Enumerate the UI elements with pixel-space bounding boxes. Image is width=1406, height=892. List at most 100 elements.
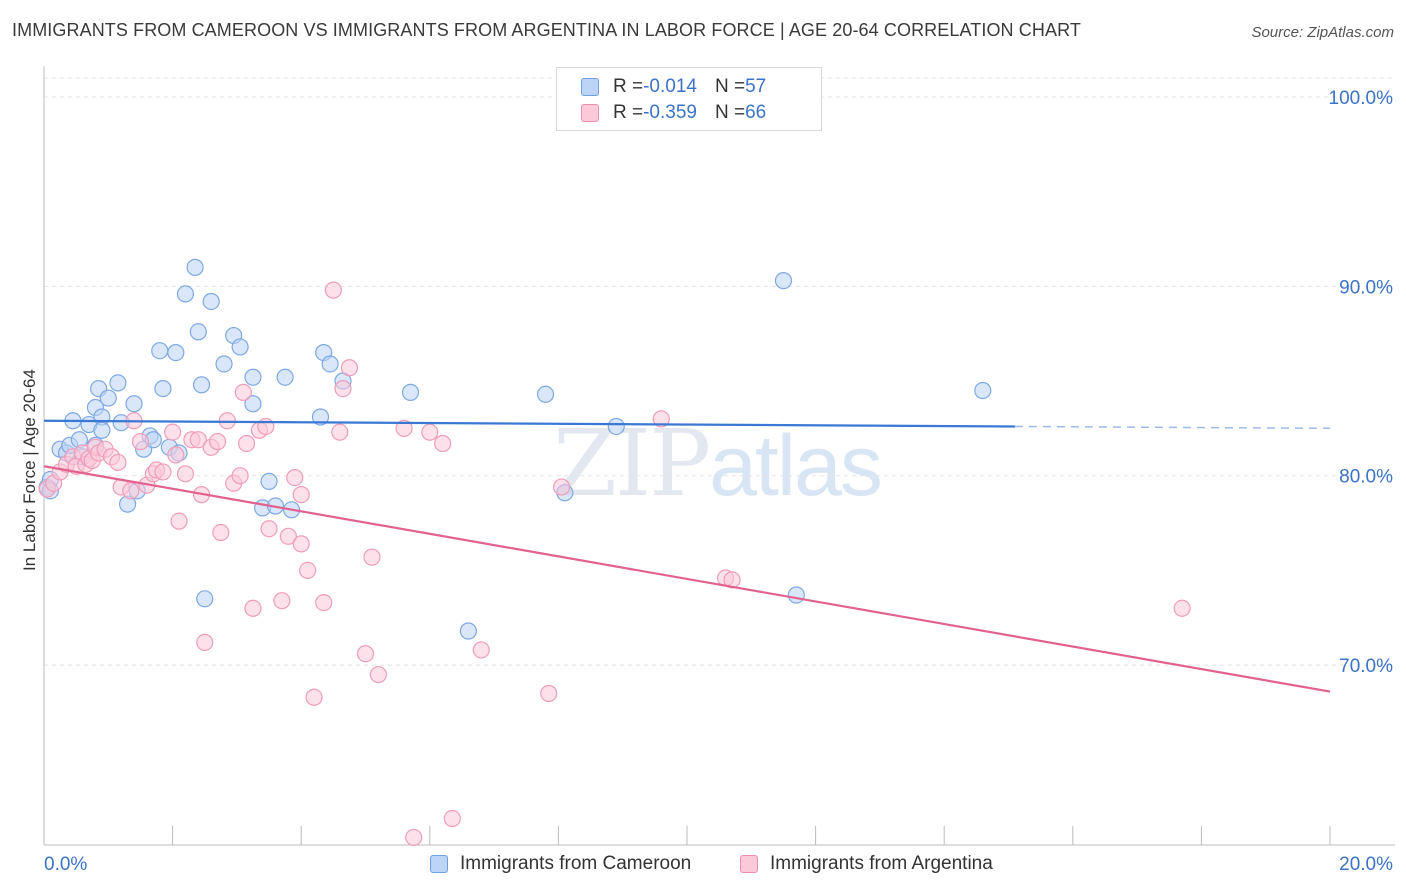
n-label: N = [714, 102, 746, 123]
cameroon-point [167, 344, 185, 362]
argentina-point [421, 423, 439, 441]
y-tick-label: 70.0% [1339, 656, 1393, 677]
legend-item-argentina: Immigrants from Argentina [740, 852, 993, 876]
argentina-point [273, 592, 291, 610]
y-axis-label: In Labor Force | Age 20-64 [20, 369, 39, 571]
pink-swatch [581, 104, 599, 122]
cameroon-point [202, 292, 220, 311]
argentina-point [356, 645, 375, 663]
argentina-point [363, 548, 381, 566]
argentina-point [434, 434, 452, 453]
argentina-point [164, 423, 182, 441]
cameroon-trend-extension [1014, 425, 1331, 430]
source-label: Source: ZipAtlas.com [1251, 24, 1394, 41]
argentina-legend-label: Immigrants from Argentina [770, 853, 993, 874]
argentina-point [395, 419, 413, 437]
argentina-point [553, 478, 571, 496]
correlation-legend: R = -0.014 N = 57 R = -0.359 N = 66 [556, 67, 822, 131]
argentina-point [237, 434, 256, 453]
cameroon-point [151, 342, 169, 360]
cameroon-point [311, 408, 330, 426]
cameroon-point [244, 368, 262, 386]
chart-title: IMMIGRANTS FROM CAMEROON VS IMMIGRANTS F… [12, 20, 1081, 40]
cameroon-point [244, 395, 262, 413]
y-tick-label: 90.0% [1339, 277, 1393, 298]
y-tick-label: 100.0% [1329, 88, 1394, 109]
pink-n-value: 66 [745, 102, 767, 123]
cameroon-point [321, 355, 339, 373]
cameroon-point [99, 389, 117, 407]
cameroon-point [536, 385, 555, 403]
y-tick-label: 80.0% [1339, 467, 1393, 488]
blue-r-value: -0.014 [643, 76, 697, 97]
legend-row-blue: R = -0.014 N = 57 [581, 74, 766, 100]
cameroon-point [260, 472, 278, 490]
watermark-atlas: atlas [709, 418, 883, 514]
argentina-point [286, 468, 304, 487]
cameroon-point [192, 376, 211, 394]
argentina-point [257, 417, 275, 436]
cameroon-point [607, 417, 625, 436]
cameroon-point [154, 379, 172, 398]
argentina-point [196, 633, 214, 651]
cameroon-point [231, 338, 249, 356]
cameroon-point [186, 258, 204, 276]
argentina-point [292, 486, 310, 504]
r-label: R = [613, 102, 644, 123]
argentina-point [131, 433, 150, 451]
argentina-point [122, 482, 140, 500]
argentina-point [340, 359, 359, 377]
argentina-point [305, 688, 323, 706]
argentina-point [234, 383, 252, 401]
cameroon-point [176, 285, 195, 303]
argentina-point [299, 561, 317, 579]
watermark: ZIPatlas [553, 410, 883, 517]
argentina-point [244, 599, 262, 617]
argentina-point [109, 453, 127, 472]
blue-swatch [581, 78, 599, 96]
argentina-point [540, 684, 558, 703]
pink-r-value: -0.359 [643, 102, 697, 123]
argentina-point [170, 512, 188, 530]
cameroon-point [215, 355, 233, 373]
argentina-point [331, 423, 349, 441]
cameroon-point [109, 374, 127, 392]
cameroon-point [774, 272, 793, 290]
x-tick-label: 0.0% [44, 854, 87, 875]
argentina-point [231, 467, 249, 485]
cameroon-swatch [430, 855, 448, 873]
legend-row-pink: R = -0.359 N = 66 [581, 100, 766, 126]
argentina-point [334, 379, 352, 398]
argentina-point [209, 433, 227, 451]
argentina-point [443, 809, 461, 828]
argentina-point [1173, 599, 1191, 617]
cameroon-point [196, 590, 214, 608]
cameroon-point [787, 586, 805, 604]
r-label: R = [613, 76, 644, 97]
legend-item-cameroon: Immigrants from Cameroon [430, 852, 691, 876]
cameroon-point [974, 381, 992, 400]
cameroon-trend-line [43, 419, 1015, 428]
argentina-point [292, 535, 310, 553]
argentina-point [154, 463, 172, 481]
argentina-swatch [740, 855, 758, 873]
argentina-point [369, 665, 387, 684]
argentina-point [324, 281, 342, 299]
blue-n-value: 57 [745, 76, 767, 97]
n-label: N = [714, 76, 746, 97]
argentina-point [652, 410, 670, 428]
argentina-point [260, 520, 278, 538]
argentina-point [472, 641, 490, 659]
cameroon-point [401, 383, 420, 401]
cameroon-point [276, 368, 294, 386]
cameroon-point [459, 622, 477, 640]
watermark-zip: ZIP [553, 410, 711, 517]
argentina-point [167, 446, 185, 464]
argentina-point [315, 593, 333, 612]
argentina-point [279, 527, 297, 545]
cameroon-point [125, 395, 143, 413]
argentina-point [212, 523, 230, 542]
argentina-point [405, 828, 423, 847]
cameroon-point [189, 323, 207, 341]
